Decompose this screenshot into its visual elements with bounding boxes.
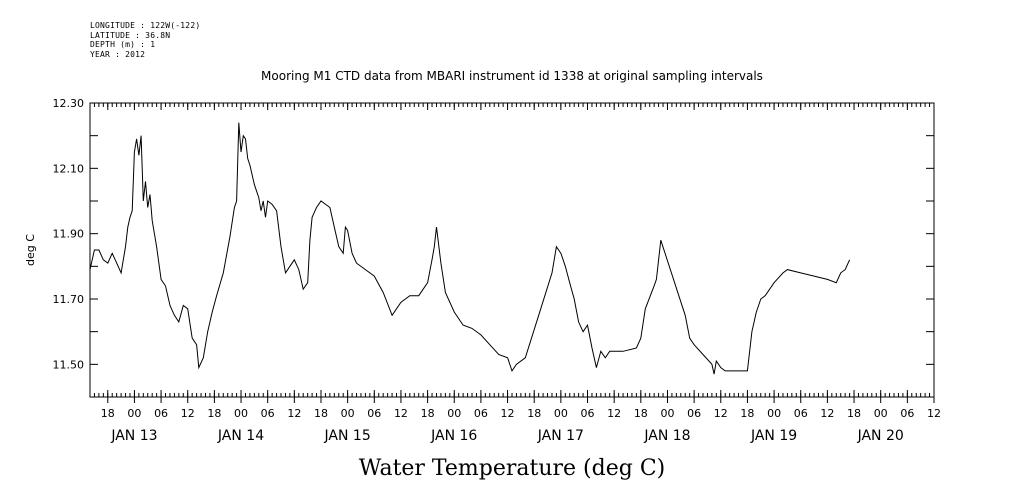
x-tick-label: 06 — [261, 407, 275, 420]
y-tick-label: 12.30 — [53, 97, 85, 110]
x-tick-label: 12 — [714, 407, 728, 420]
x-tick-label: 18 — [314, 407, 328, 420]
x-tick-label: 00 — [341, 407, 355, 420]
x-day-label: JAN 14 — [217, 428, 264, 444]
x-tick-label: 12 — [287, 407, 301, 420]
x-tick-label: 12 — [394, 407, 408, 420]
x-tick-label: 06 — [367, 407, 381, 420]
x-tick-label: 18 — [527, 407, 541, 420]
x-day-label: JAN 20 — [857, 428, 904, 444]
x-tick-label: 00 — [234, 407, 248, 420]
x-tick-label: 00 — [447, 407, 461, 420]
x-tick-label: 18 — [207, 407, 221, 420]
x-day-label: JAN 16 — [430, 428, 477, 444]
y-tick-label: 11.70 — [53, 293, 85, 306]
x-tick-label: 00 — [660, 407, 674, 420]
x-tick-label: 12 — [820, 407, 834, 420]
x-tick-label: 06 — [900, 407, 914, 420]
temperature-series-line — [89, 122, 851, 375]
x-day-label: JAN 17 — [537, 428, 584, 444]
x-tick-label: 06 — [687, 407, 701, 420]
x-day-label: JAN 15 — [324, 428, 371, 444]
latitude-line: LATITUDE : 36.8N — [90, 30, 171, 40]
y-axis-label: deg C — [24, 234, 37, 266]
x-tick-label: 12 — [927, 407, 941, 420]
x-day-label: JAN 13 — [110, 428, 157, 444]
x-tick-label: 18 — [847, 407, 861, 420]
x-tick-label: 12 — [181, 407, 195, 420]
x-tick-label: 18 — [740, 407, 754, 420]
x-tick-label: 00 — [554, 407, 568, 420]
x-axis: 18 00 06 12 18 00 06 12 18 00 06 12 18 00 06 12 18 00 06 12… — [101, 103, 941, 444]
plot-frame — [89, 102, 935, 398]
longitude-line: LONGITUDE : 122W(-122) — [90, 21, 201, 30]
minor-ticks — [89, 103, 935, 397]
y-tick-label: 11.90 — [53, 228, 85, 241]
x-day-label: JAN 19 — [750, 428, 797, 444]
x-tick-label: 06 — [154, 407, 168, 420]
x-tick-label: 00 — [767, 407, 781, 420]
metadata-block: LONGITUDE : 122W(-122) LATITUDE : 36.8N … — [90, 21, 200, 59]
x-tick-label: 06 — [794, 407, 808, 420]
x-axis-title: Water Temperature (deg C) — [359, 456, 666, 481]
x-day-label: JAN 18 — [643, 428, 690, 444]
x-tick-label: 12 — [607, 407, 621, 420]
x-tick-label: 18 — [421, 407, 435, 420]
y-tick-label: 12.10 — [53, 162, 85, 175]
x-tick-label: 00 — [127, 407, 141, 420]
x-tick-label: 06 — [474, 407, 488, 420]
x-tick-label: 00 — [874, 407, 888, 420]
year-line: YEAR : 2012 — [90, 49, 146, 59]
x-tick-label: 06 — [581, 407, 595, 420]
y-tick-label: 11.50 — [53, 358, 85, 371]
y-axis: 11.50 11.70 11.90 12.10 12.30 — [53, 97, 934, 398]
depth-line: DEPTH (m) : 1 — [90, 40, 156, 49]
chart-title: Mooring M1 CTD data from MBARI instrumen… — [261, 69, 763, 83]
x-tick-label: 18 — [101, 407, 115, 420]
x-tick-label: 12 — [501, 407, 515, 420]
x-tick-label: 18 — [634, 407, 648, 420]
